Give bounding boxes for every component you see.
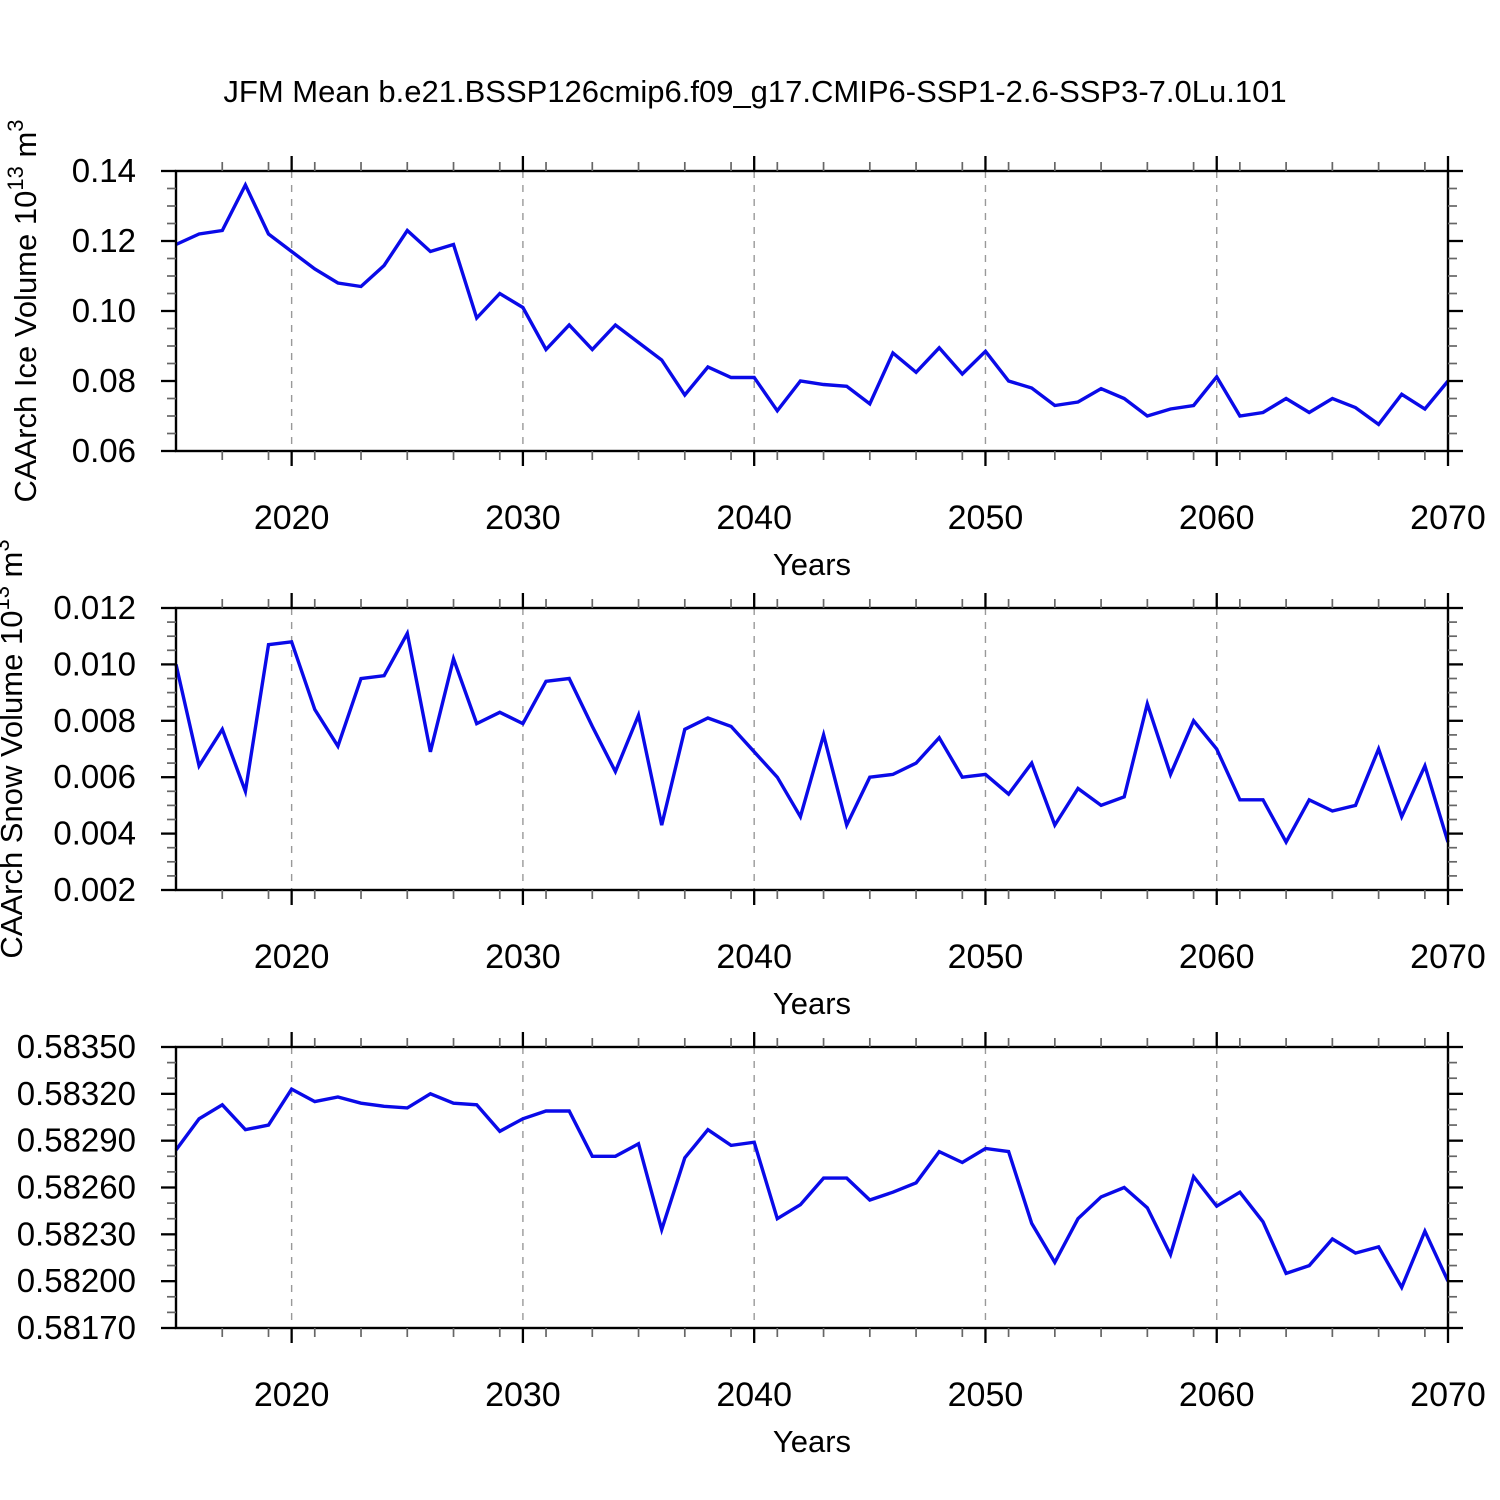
data-line bbox=[174, 628, 1450, 846]
y-axis-label: CAArch Ice Volume 1013​ m3​ bbox=[3, 119, 43, 502]
y-tick-label: 0.58290 bbox=[17, 1122, 136, 1159]
y-tick-label: 0.10 bbox=[72, 292, 136, 329]
y-tick-label: 0.002 bbox=[53, 871, 136, 908]
x-tick-label: 2040 bbox=[716, 938, 792, 976]
x-tick-label: 2020 bbox=[254, 1376, 330, 1414]
panel-1: 2020 2030 2040 2050 2060 2070 0.14 0.12 0.10 0.08… bbox=[3, 119, 1486, 582]
y-tick-label: 0.06 bbox=[72, 432, 136, 469]
y-tick-label: 0.14 bbox=[72, 152, 136, 189]
y-tick-label: 0.58260 bbox=[17, 1169, 136, 1206]
x-axis-label: Years bbox=[773, 547, 851, 582]
data-line bbox=[174, 1086, 1450, 1292]
x-tick-label: 2030 bbox=[485, 499, 561, 537]
x-tick-label: 2030 bbox=[485, 1376, 561, 1414]
y-tick-label: 0.58200 bbox=[17, 1262, 136, 1299]
x-tick-label: 2020 bbox=[254, 938, 330, 976]
y-tick-label: 0.08 bbox=[72, 362, 136, 399]
x-tick-label: 2050 bbox=[948, 938, 1024, 976]
y-tick-label: 0.006 bbox=[53, 758, 136, 795]
plot-frame bbox=[174, 606, 1450, 892]
x-tick-label: 2060 bbox=[1179, 938, 1255, 976]
x-tick-label: 2020 bbox=[254, 499, 330, 537]
data-line bbox=[175, 181, 1450, 427]
y-tick-label: 0.008 bbox=[53, 702, 136, 739]
x-axis-label: Years bbox=[773, 986, 851, 1021]
x-tick-label: 2040 bbox=[716, 499, 792, 537]
y-tick-label: 0.010 bbox=[53, 645, 136, 682]
panel-3: 2020 2030 2040 2050 2060 2070 0.58350 0.58320 0.… bbox=[17, 1028, 1486, 1459]
x-tick-label: 2030 bbox=[485, 938, 561, 976]
y-tick-label: 0.58230 bbox=[17, 1215, 136, 1252]
chart-title: JFM Mean b.e21.BSSP126cmip6.f09_g17.CMIP… bbox=[223, 74, 1287, 109]
y-axis-label: CAArch Snow Volume 1013​ m3​ bbox=[0, 539, 29, 958]
plot-frame bbox=[174, 169, 1450, 453]
superscript: 3 bbox=[0, 539, 14, 551]
x-tick-label: 2070 bbox=[1410, 499, 1486, 537]
x-axis-label: Years bbox=[773, 1424, 851, 1459]
y-tick-label: 0.12 bbox=[72, 222, 136, 259]
x-tick-label: 2050 bbox=[948, 1376, 1024, 1414]
y-tick-label: 0.012 bbox=[53, 589, 136, 626]
x-tick-label: 2060 bbox=[1179, 499, 1255, 537]
superscript: 3 bbox=[3, 119, 28, 131]
y-tick-label: 0.58170 bbox=[17, 1309, 136, 1346]
superscript: 13 bbox=[3, 166, 28, 190]
y-tick-label: 0.58350 bbox=[17, 1028, 136, 1065]
x-tick-label: 2060 bbox=[1179, 1376, 1255, 1414]
x-tick-label: 2070 bbox=[1410, 1376, 1486, 1414]
panel-2: 2020 2030 2040 2050 2060 2070 0.012 0.010 0.008 0… bbox=[0, 539, 1486, 1021]
x-tick-label: 2050 bbox=[948, 499, 1024, 537]
superscript: 13 bbox=[0, 586, 14, 610]
x-tick-label: 2040 bbox=[716, 1376, 792, 1414]
plot-frame bbox=[174, 1045, 1450, 1330]
y-tick-label: 0.004 bbox=[53, 815, 136, 852]
y-tick-label: 0.58320 bbox=[17, 1075, 136, 1112]
x-tick-label: 2070 bbox=[1410, 938, 1486, 976]
